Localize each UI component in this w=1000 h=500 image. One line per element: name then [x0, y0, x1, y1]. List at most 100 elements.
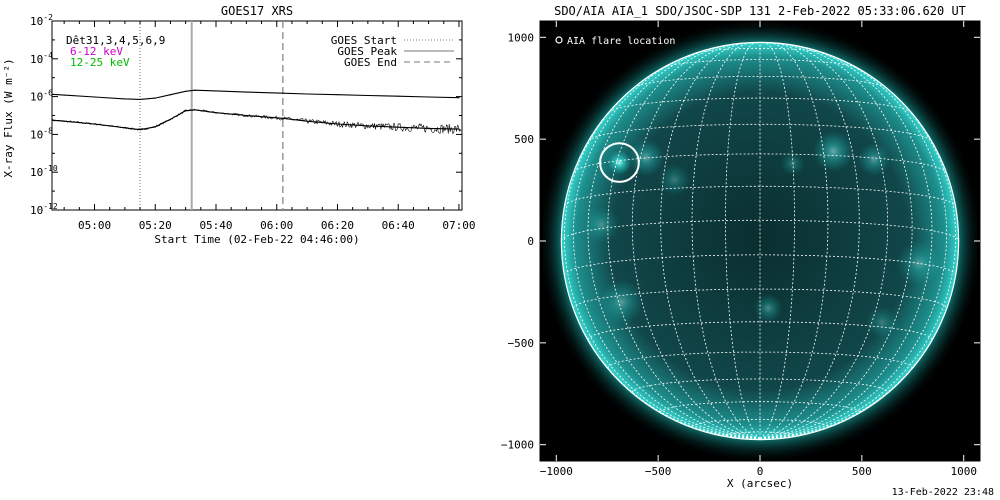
grid-line [725, 42, 761, 439]
goes-legend: GOES Start GOES Peak GOES End [331, 34, 454, 69]
bright-region [896, 241, 942, 286]
grid-line [561, 219, 959, 242]
goes-detectors-label: Dêt31,3,4,5,6,9 [66, 34, 165, 47]
aia-y-tick-label: −1000 [501, 439, 534, 452]
aia-x-tick-label: −500 [645, 465, 672, 478]
grid-line [660, 42, 761, 439]
grid-line [759, 42, 829, 439]
grid-line [608, 97, 912, 113]
grid-line [759, 240, 959, 439]
goes-series-short-noise [51, 108, 462, 135]
bright-region [780, 151, 805, 176]
grid-line [759, 43, 913, 439]
aia-y-tick-label: 0 [527, 235, 534, 248]
bright-region [865, 306, 899, 339]
bright-region [561, 131, 575, 168]
goes-point-short [139, 129, 141, 131]
grid-line [759, 42, 860, 439]
goes-y-tick-label: 10-6 [30, 89, 53, 104]
goes-point-short [282, 117, 284, 119]
aia-x-tick-label: 500 [852, 465, 872, 478]
goes-x-tick-label: 06:20 [321, 219, 354, 232]
goes-y-tick-label: 10-8 [30, 126, 53, 141]
goes-point-long [194, 89, 196, 91]
aia-image-background [540, 21, 980, 461]
aia-plot-frame [539, 20, 981, 462]
solar-limb [560, 41, 960, 441]
grid-line [587, 321, 933, 340]
grid-line [631, 378, 889, 393]
bright-region [582, 206, 620, 244]
aia-title: SDO/AIA AIA_1 SDO/JSOC-SDP 131 2-Feb-202… [554, 4, 966, 18]
goes-point-long [397, 95, 399, 97]
heliographic-grid [561, 42, 959, 439]
aia-x-tick-label: 0 [757, 465, 764, 478]
bright-region [658, 163, 691, 197]
aia-x-tick-label: −1000 [540, 465, 573, 478]
aia-y-tick-label: 500 [514, 133, 534, 146]
bright-region [753, 293, 783, 323]
solar-disk [561, 42, 959, 440]
goes-y-tick-label: 10-2 [30, 13, 53, 28]
goes-y-ticks: 10-2 10-4 10-6 10-8 10-10 10-12 [30, 13, 462, 217]
legend-goes-start: GOES Start [331, 34, 397, 47]
goes-series-long [51, 89, 460, 100]
grid-line [607, 43, 761, 439]
goes-point-long [245, 91, 247, 93]
aia-x-axis-label: X (arcsec) [727, 477, 793, 490]
goes-point-long [336, 94, 339, 96]
goes-point-long [215, 90, 217, 92]
goes-event-markers [139, 21, 284, 210]
bright-region [812, 131, 854, 172]
grid-line [759, 45, 933, 439]
grid-line [691, 419, 829, 427]
legend-goes-peak: GOES Peak [337, 45, 397, 58]
grid-line [588, 123, 932, 142]
goes-point-long [458, 97, 460, 99]
grid-line [662, 59, 858, 69]
legend-goes-end: GOES End [344, 56, 397, 69]
grid-line [691, 42, 761, 439]
grid-line [695, 47, 825, 54]
goes-point-long [139, 98, 141, 101]
bright-region [857, 143, 891, 176]
flare-legend-circle-icon [555, 36, 563, 44]
bright-region [945, 204, 959, 237]
aia-x-ticks: −1000 −500 0 500 1000 [540, 21, 977, 478]
goes-point-long [282, 92, 284, 94]
goes-y-tick-label: 10-12 [30, 202, 58, 217]
grid-line [572, 50, 761, 439]
goes-x-axis-label: Start Time (02-Feb-22 04:46:00) [154, 233, 359, 246]
grid-line [759, 71, 957, 439]
goes-band-label-high: 12-25 keV [70, 56, 130, 69]
flare-location-circle [599, 142, 640, 183]
grid-line [573, 288, 947, 309]
goes-y-tick-label: 10-10 [30, 164, 58, 179]
goes-point-long [63, 94, 65, 96]
goes-y-tick-label: 10-4 [30, 51, 53, 66]
goes-point-long [93, 96, 96, 98]
goes-point-long [169, 94, 172, 96]
grid-line [573, 153, 947, 173]
grid-line [607, 351, 913, 368]
goes-point-long [367, 94, 369, 97]
corona-glow [540, 21, 980, 461]
goes-point-long [306, 93, 308, 95]
grid-line [631, 42, 761, 439]
grid-line [564, 254, 956, 276]
goes-point-long [427, 96, 430, 98]
grid-line [633, 75, 887, 89]
aia-flare-legend: AIA flare location [555, 36, 675, 47]
bright-region [607, 150, 632, 175]
goes-point-long [51, 93, 53, 95]
aia-image [540, 21, 980, 461]
grid-line [732, 42, 788, 45]
goes-x-tick-label: 06:00 [260, 219, 293, 232]
goes-chart-title: GOES17 XRS [221, 4, 293, 18]
goes-point-short [245, 114, 247, 117]
goes-band-label-low: 6-12 keV [70, 45, 123, 58]
goes-x-tick-label: 05:20 [139, 219, 172, 232]
goes-y-axis-label: X-ray Flux (W m⁻²) [2, 58, 15, 177]
goes-x-tick-label: 05:00 [78, 219, 111, 232]
aia-y-tick-label: −500 [508, 337, 535, 350]
